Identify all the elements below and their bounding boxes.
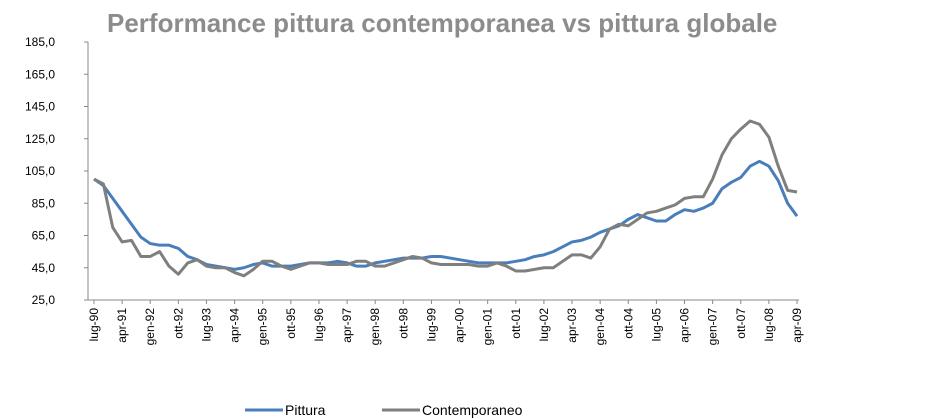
legend-label: Contemporaneo: [422, 402, 523, 418]
x-tick-label: gen-92: [143, 308, 157, 346]
x-tick-label: gen-07: [706, 308, 720, 346]
x-tick-label: apr-00: [453, 308, 467, 343]
y-tick-label: 145,0: [25, 100, 55, 114]
x-tick-label: lug-99: [424, 308, 438, 342]
x-tick-label: apr-97: [340, 308, 354, 343]
y-tick-label: 85,0: [32, 196, 56, 210]
y-tick-label: 105,0: [25, 164, 55, 178]
series-line: [93, 159, 799, 271]
series-line: [93, 119, 798, 278]
x-tick-label: gen-04: [593, 308, 607, 346]
x-tick-label: lug-08: [762, 308, 776, 342]
x-tick-label: ott-95: [284, 308, 298, 339]
x-tick-label: ott-07: [734, 308, 748, 339]
x-tick-label: ott-92: [171, 308, 185, 339]
x-tick-label: apr-94: [228, 308, 242, 343]
x-tick-label: gen-95: [256, 308, 270, 346]
x-tick-label: apr-09: [790, 308, 804, 343]
y-tick-label: 125,0: [25, 132, 55, 146]
x-tick-label: apr-06: [678, 308, 692, 343]
y-tick-label: 25,0: [32, 293, 56, 307]
legend-label: Pittura: [285, 402, 326, 418]
x-tick-label: apr-91: [115, 308, 129, 343]
y-tick-label: 65,0: [32, 229, 56, 243]
x-tick-label: gen-98: [368, 308, 382, 346]
x-tick-label: ott-04: [621, 308, 635, 339]
y-tick-label: 165,0: [25, 67, 55, 81]
x-tick-label: lug-02: [537, 308, 551, 342]
y-tick-label: 45,0: [32, 261, 56, 275]
x-tick-label: ott-01: [509, 308, 523, 339]
x-tick-label: apr-03: [565, 308, 579, 343]
x-tick-label: lug-96: [312, 308, 326, 342]
x-tick-label: ott-98: [396, 308, 410, 339]
y-tick-label: 185,0: [25, 35, 55, 49]
chart-title: Performance pittura contemporanea vs pit…: [107, 8, 777, 38]
x-tick-label: lug-93: [199, 308, 213, 342]
x-tick-label: lug-90: [87, 308, 101, 342]
x-tick-label: gen-01: [481, 308, 495, 346]
x-tick-label: lug-05: [649, 308, 663, 342]
